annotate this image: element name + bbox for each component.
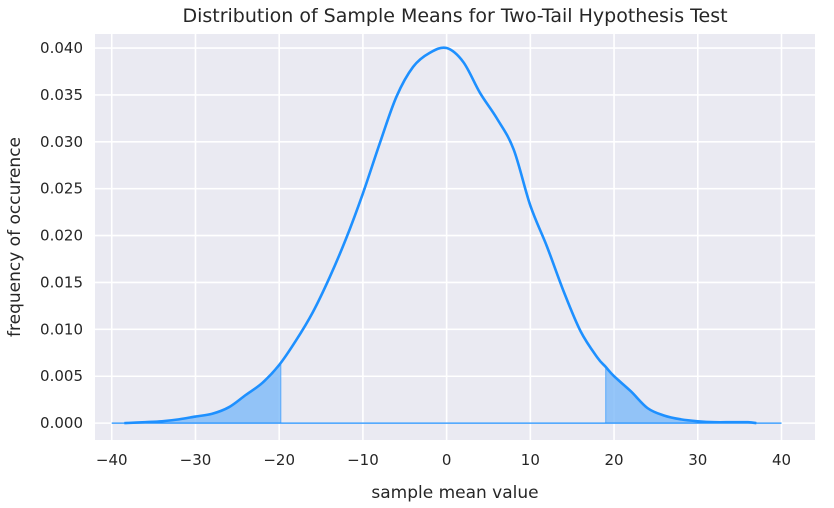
y-axis-label: frequency of occurence [5, 137, 25, 337]
x-tick-label: −10 [347, 451, 379, 469]
x-tick-label: 20 [605, 451, 624, 469]
plot-background [95, 34, 815, 440]
x-gridlines [110, 34, 783, 440]
y-tick-label: 0.035 [40, 86, 83, 104]
x-tick-label: 40 [772, 451, 791, 469]
y-tick-label: 0.015 [40, 273, 83, 291]
y-tick-label: 0.030 [40, 133, 83, 151]
y-tick-label: 0.020 [40, 227, 83, 245]
y-tick-label: 0.000 [40, 414, 83, 432]
x-tick-labels: −40 −30 −20 −10 0 10 20 30 40 [96, 451, 791, 469]
y-tick-label: 0.010 [40, 320, 83, 338]
tail-region [124, 362, 282, 424]
x-tick-label: −30 [180, 451, 212, 469]
x-tick-label: −20 [263, 451, 295, 469]
tail-region [605, 366, 757, 424]
chart-title: Distribution of Sample Means for Two-Tai… [182, 5, 727, 27]
y-tick-labels: 0.000 0.005 0.010 0.015 0.020 0.025 0.030 0.035… [40, 39, 83, 432]
x-tick-label: 0 [442, 451, 452, 469]
x-tick-label: 10 [521, 451, 540, 469]
tail-regions [124, 362, 757, 424]
y-tick-label: 0.040 [40, 39, 83, 57]
x-tick-label: −40 [96, 451, 128, 469]
distribution-curve [124, 46, 757, 425]
y-tick-label: 0.025 [40, 180, 83, 198]
x-axis-label: sample mean value [371, 483, 538, 503]
x-tick-label: 30 [688, 451, 707, 469]
y-tick-label: 0.005 [40, 367, 83, 385]
